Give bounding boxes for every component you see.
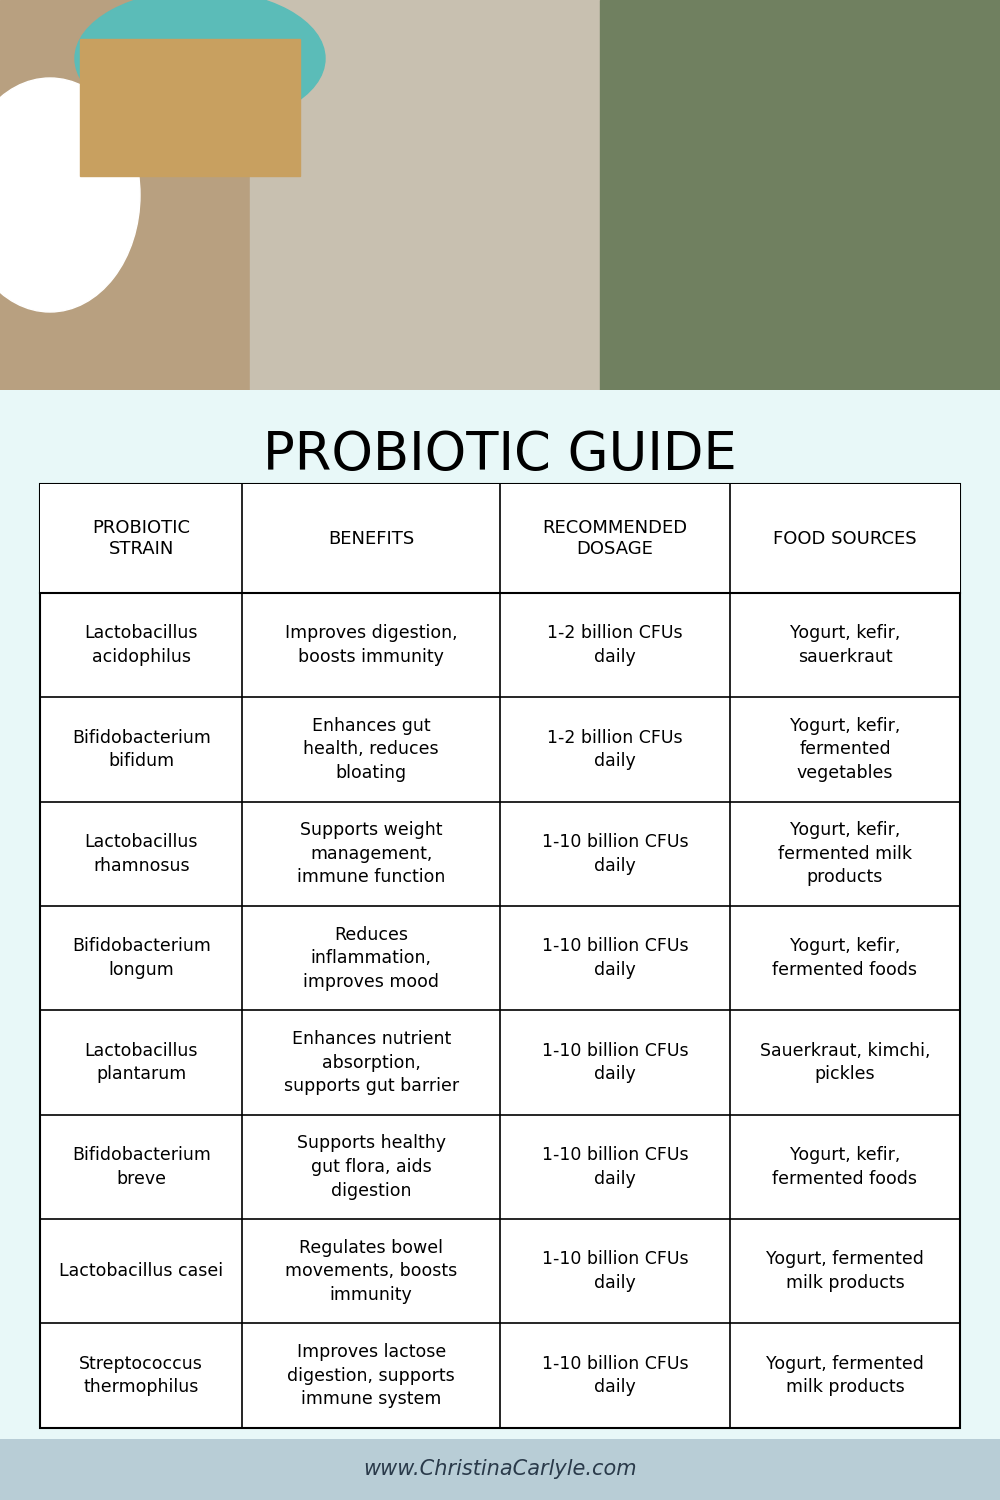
Text: 1-10 billion CFUs
daily: 1-10 billion CFUs daily (542, 938, 688, 980)
Text: PROBIOTIC
STRAIN: PROBIOTIC STRAIN (92, 519, 190, 558)
Text: Bifidobacterium
longum: Bifidobacterium longum (72, 938, 211, 980)
Text: RECOMMENDED
DOSAGE: RECOMMENDED DOSAGE (542, 519, 688, 558)
Text: Sauerkraut, kimchi,
pickles: Sauerkraut, kimchi, pickles (760, 1041, 930, 1083)
Bar (40, 484, 960, 592)
Text: Supports weight
management,
immune function: Supports weight management, immune funct… (297, 821, 445, 886)
Text: PROBIOTIC GUIDE: PROBIOTIC GUIDE (263, 429, 737, 482)
Text: Yogurt, kefir,
fermented milk
products: Yogurt, kefir, fermented milk products (778, 821, 912, 886)
Text: www.ChristinaCarlyle.com: www.ChristinaCarlyle.com (363, 1460, 637, 1479)
Text: Supports healthy
gut flora, aids
digestion: Supports healthy gut flora, aids digesti… (297, 1134, 446, 1200)
Text: Enhances nutrient
absorption,
supports gut barrier: Enhances nutrient absorption, supports g… (284, 1030, 459, 1095)
Bar (0, 0, 350, 390)
Text: 1-2 billion CFUs
daily: 1-2 billion CFUs daily (547, 624, 683, 666)
Bar (600, 0, 1000, 390)
Text: Lactobacillus
plantarum: Lactobacillus plantarum (84, 1041, 198, 1083)
Text: Yogurt, fermented
milk products: Yogurt, fermented milk products (766, 1251, 924, 1292)
Text: Yogurt, kefir,
sauerkraut: Yogurt, kefir, sauerkraut (790, 624, 900, 666)
Text: Lactobacillus
rhamnosus: Lactobacillus rhamnosus (84, 833, 198, 874)
Text: FOOD SOURCES: FOOD SOURCES (773, 530, 917, 548)
Text: Lactobacillus casei: Lactobacillus casei (59, 1263, 223, 1281)
Text: Improves digestion,
boosts immunity: Improves digestion, boosts immunity (285, 624, 458, 666)
Bar (0, 1438, 1000, 1500)
Bar (40, 484, 960, 1428)
Bar (250, 0, 700, 390)
Text: Bifidobacterium
breve: Bifidobacterium breve (72, 1146, 211, 1188)
Text: Enhances gut
health, reduces
bloating: Enhances gut health, reduces bloating (303, 717, 439, 782)
Text: 1-2 billion CFUs
daily: 1-2 billion CFUs daily (547, 729, 683, 770)
Text: 1-10 billion CFUs
daily: 1-10 billion CFUs daily (542, 1251, 688, 1292)
Bar (80, 39, 300, 176)
Text: 1-10 billion CFUs
daily: 1-10 billion CFUs daily (542, 1354, 688, 1396)
Ellipse shape (0, 78, 140, 312)
Text: Reduces
inflammation,
improves mood: Reduces inflammation, improves mood (303, 926, 439, 992)
Text: 1-10 billion CFUs
daily: 1-10 billion CFUs daily (542, 833, 688, 874)
Text: 1-10 billion CFUs
daily: 1-10 billion CFUs daily (542, 1041, 688, 1083)
Text: 1-10 billion CFUs
daily: 1-10 billion CFUs daily (542, 1146, 688, 1188)
Ellipse shape (75, 0, 325, 128)
Text: Yogurt, kefir,
fermented
vegetables: Yogurt, kefir, fermented vegetables (790, 717, 900, 782)
Text: Yogurt, kefir,
fermented foods: Yogurt, kefir, fermented foods (772, 938, 918, 980)
Text: Bifidobacterium
bifidum: Bifidobacterium bifidum (72, 729, 211, 770)
Text: Streptococcus
thermophilus: Streptococcus thermophilus (79, 1354, 203, 1396)
Text: BENEFITS: BENEFITS (328, 530, 414, 548)
Text: Lactobacillus
acidophilus: Lactobacillus acidophilus (84, 624, 198, 666)
Text: Improves lactose
digestion, supports
immune system: Improves lactose digestion, supports imm… (287, 1342, 455, 1408)
Text: Yogurt, fermented
milk products: Yogurt, fermented milk products (766, 1354, 924, 1396)
Text: Yogurt, kefir,
fermented foods: Yogurt, kefir, fermented foods (772, 1146, 918, 1188)
Text: Regulates bowel
movements, boosts
immunity: Regulates bowel movements, boosts immuni… (285, 1239, 457, 1304)
